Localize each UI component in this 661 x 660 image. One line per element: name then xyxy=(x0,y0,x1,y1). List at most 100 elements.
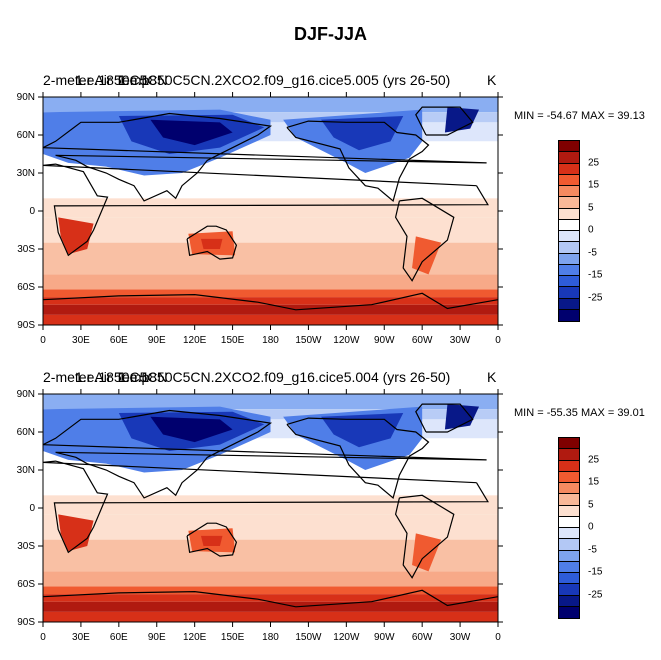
lon-label: 120E xyxy=(183,632,207,643)
lat-band xyxy=(43,297,498,305)
lat-band xyxy=(43,112,498,123)
map-panel-1: 2-meter Air Temp 1.e.1850C5CN 1.e.1850C5… xyxy=(0,60,661,360)
colorbar-label: -5 xyxy=(588,247,597,258)
colorbar-swatch xyxy=(558,308,580,322)
colorbar-label: 0 xyxy=(588,521,594,533)
colorbar-label: 25 xyxy=(588,157,600,168)
map-field xyxy=(43,394,498,622)
panel-case-title: 1.e.1850C5CN xyxy=(75,369,168,385)
lat-label: 90S xyxy=(17,320,35,331)
lat-band xyxy=(43,314,498,325)
colorbar-swatch xyxy=(558,297,580,310)
lon-label: 90E xyxy=(148,335,166,346)
coastline xyxy=(43,163,489,257)
colorbar-label: 5 xyxy=(588,499,594,510)
panel-center-title: 1.e.1850C5CN.2XCO2.f09_g16.cice5.005 (yr… xyxy=(118,72,451,88)
colorbar-label: 5 xyxy=(588,202,594,213)
map-field xyxy=(43,97,498,325)
lat-band xyxy=(43,571,498,587)
africa-warm xyxy=(58,514,94,552)
lon-label: 30E xyxy=(72,335,90,346)
lat-band xyxy=(43,586,498,595)
figure-title: DJF-JJA xyxy=(293,24,368,44)
lat-band xyxy=(43,304,498,315)
coastline xyxy=(43,112,487,202)
lat-label: 0 xyxy=(29,503,35,514)
lon-label: 30E xyxy=(72,632,90,643)
lon-label: 150W xyxy=(295,335,322,346)
colorbar-swatch xyxy=(558,207,580,220)
colorbar-swatch xyxy=(558,459,580,472)
greenland-cold xyxy=(444,404,480,430)
lon-label: 150E xyxy=(221,335,245,346)
coastline xyxy=(43,460,489,554)
colorbar-swatch xyxy=(558,527,580,540)
lat-band xyxy=(43,274,498,290)
canada-core xyxy=(321,116,404,151)
lon-label: 60W xyxy=(412,632,433,643)
coastline xyxy=(186,522,238,557)
lat-label: 30S xyxy=(17,244,35,255)
lon-label: 30W xyxy=(450,335,471,346)
colorbar-swatch xyxy=(558,263,580,276)
lon-label: 90W xyxy=(374,335,395,346)
lon-label: 30W xyxy=(450,632,471,643)
lat-band xyxy=(43,217,498,243)
lon-label: 60E xyxy=(110,335,128,346)
lat-band xyxy=(43,289,498,298)
colorbar-label: 25 xyxy=(588,454,600,465)
colorbar-swatch xyxy=(558,572,580,585)
colorbar-label: 15 xyxy=(588,476,600,488)
lat-band xyxy=(43,463,498,496)
lat-label: 90S xyxy=(17,617,35,628)
lon-label: 0 xyxy=(40,632,46,643)
colorbar-swatch xyxy=(558,218,580,231)
map-svg: 90N 60N 30N 0 30S 60S 90S 0 30E 60E 90E 120E 150E 180… xyxy=(17,92,503,346)
colorbar-label: -25 xyxy=(588,292,603,303)
lon-label: 0 xyxy=(495,632,501,643)
lat-label: 90N xyxy=(17,389,35,400)
colorbar-swatch xyxy=(558,252,580,265)
lat-label: 30S xyxy=(17,541,35,552)
lat-label: 60N xyxy=(17,427,35,438)
coastline xyxy=(415,106,474,136)
panel-minmax: MIN = -54.67 MAX = 39.13 xyxy=(514,110,645,122)
coastline xyxy=(43,589,498,608)
greenland-cold xyxy=(444,107,480,133)
colorbar-swatch xyxy=(558,538,580,551)
colorbar-swatch xyxy=(558,275,580,288)
colorbar: 25 15 5 0 -5 -15 -25 xyxy=(556,140,616,322)
canada-core xyxy=(321,413,404,448)
lat-band xyxy=(43,601,498,612)
coastline xyxy=(43,409,487,499)
lon-label: 150E xyxy=(221,632,245,643)
lon-label: 90E xyxy=(148,632,166,643)
colorbar-swatch xyxy=(558,140,580,153)
colorbar-swatch xyxy=(558,286,580,299)
lat-band xyxy=(43,166,498,199)
colorbar-label: -5 xyxy=(588,544,597,555)
lat-band xyxy=(43,97,498,113)
colorbar-swatch xyxy=(558,162,580,175)
coastline xyxy=(394,197,455,282)
lon-label: 120W xyxy=(333,335,360,346)
lon-label: 60W xyxy=(412,335,433,346)
colorbar-swatch xyxy=(558,437,580,450)
colorbar-label: 0 xyxy=(588,224,594,236)
colorbar-swatch xyxy=(558,196,580,209)
colorbar-swatch xyxy=(558,230,580,243)
south-america-warm xyxy=(412,533,442,572)
colorbar-label: -25 xyxy=(588,589,603,600)
siberia-max xyxy=(150,416,233,443)
colorbar-swatch xyxy=(558,482,580,495)
colorbar-swatch xyxy=(558,241,580,254)
colorbar-swatch xyxy=(558,151,580,164)
lon-label: 0 xyxy=(40,335,46,346)
coastline xyxy=(43,292,498,311)
lon-label: 120W xyxy=(333,632,360,643)
map-svg: 90N 60N 30N 0 30S 60S 90S 0 30E 60E 90E 120E 150E 180… xyxy=(17,389,503,643)
lat-band xyxy=(43,495,498,515)
panel-center-title: 1.e.1850C5CN.2XCO2.f09_g16.cice5.004 (yr… xyxy=(118,369,451,385)
lon-label: 120E xyxy=(183,335,207,346)
